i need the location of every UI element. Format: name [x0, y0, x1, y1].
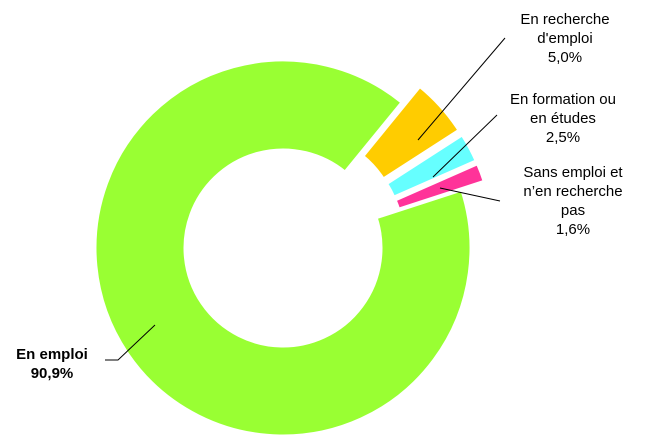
category-label: En emploi — [16, 346, 88, 363]
donut-slice — [93, 58, 473, 438]
category-label: En formation ou en études — [510, 91, 616, 127]
slice-label: En recherche d'emploi 5,0% — [490, 10, 640, 67]
value-label: 2,5% — [545, 129, 581, 146]
value-label: 5,0% — [547, 49, 583, 66]
leader-line — [439, 187, 501, 202]
slice-label: En emploi 90,9% — [0, 345, 127, 383]
slice-label: Sans emploi et n’en recherche pas 1,6% — [498, 163, 646, 239]
category-label: En recherche d'emploi — [520, 11, 610, 47]
leader-line — [432, 114, 498, 178]
slice-label: En formation ou en études 2,5% — [488, 90, 638, 147]
category-label: Sans emploi et n’en recherche pas — [523, 164, 623, 219]
value-label: 1,6% — [555, 221, 591, 238]
donut-slice — [360, 84, 462, 182]
leader-line — [105, 324, 156, 361]
leader-line — [417, 37, 506, 141]
value-label: 90,9% — [30, 365, 74, 382]
